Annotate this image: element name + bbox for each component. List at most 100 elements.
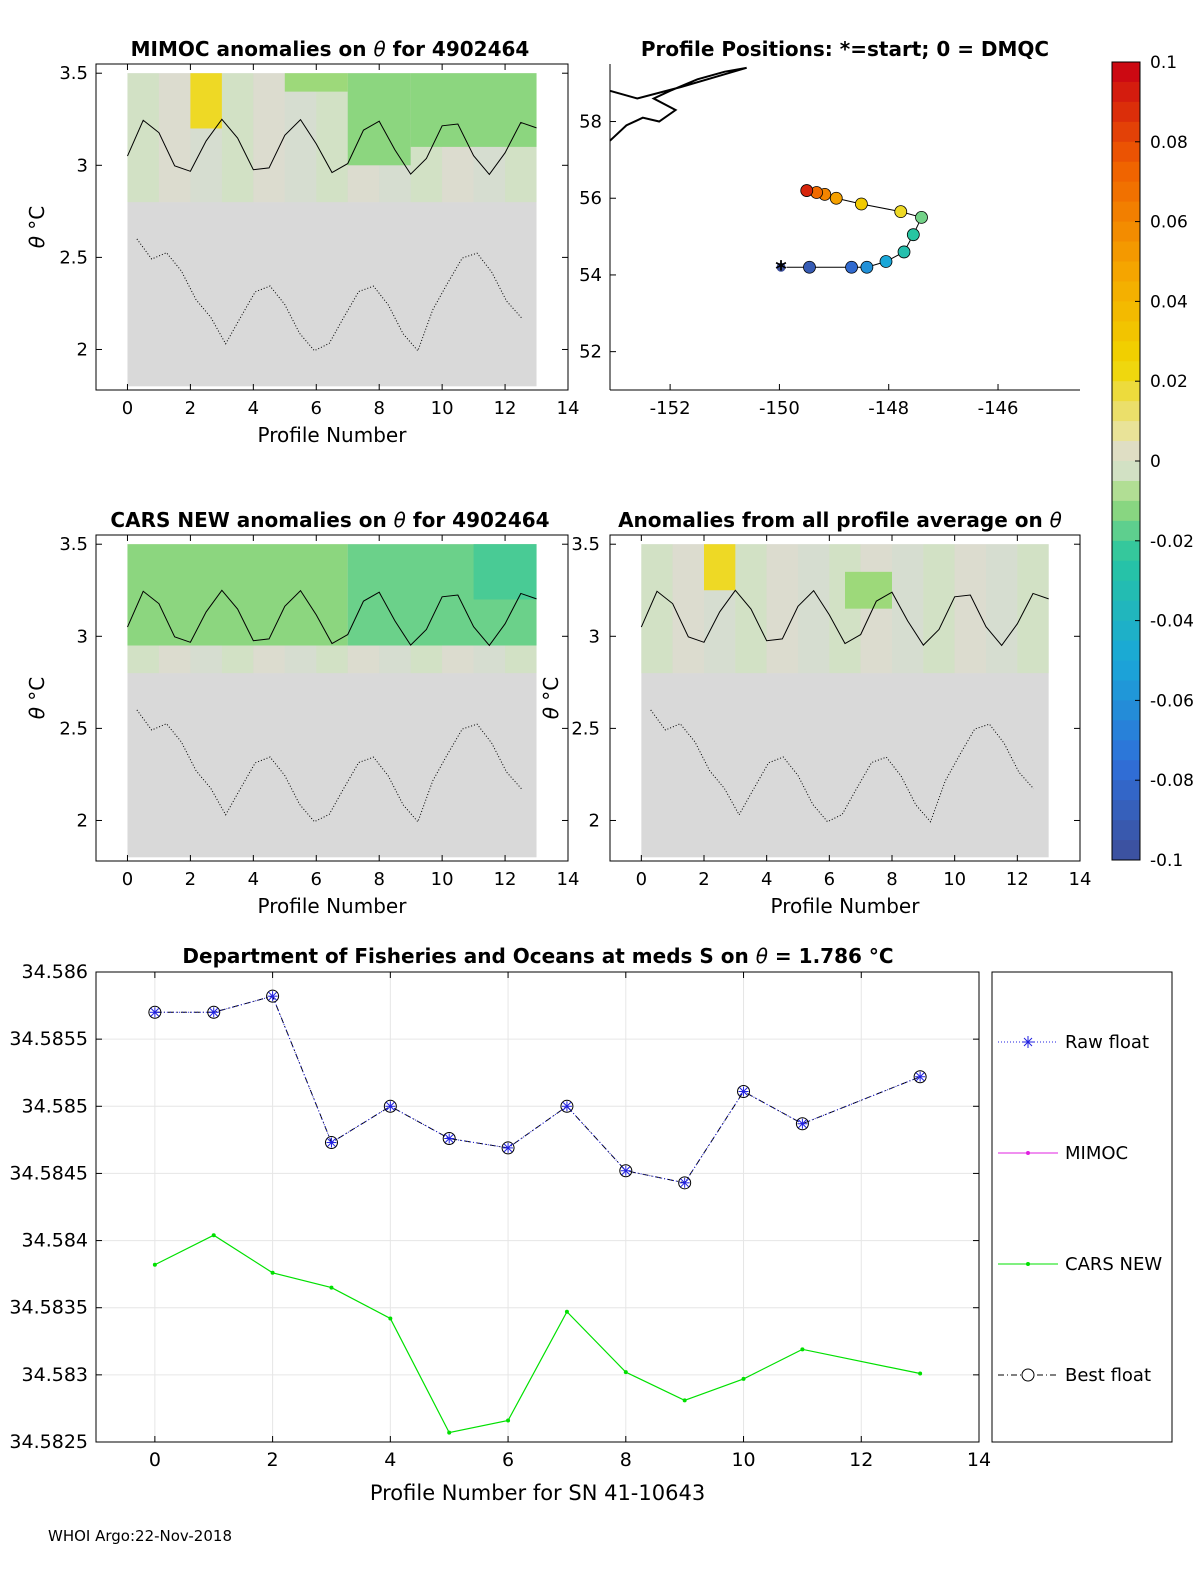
avg-column-shade — [923, 544, 955, 674]
cars-ytick-label: 2.5 — [59, 718, 88, 739]
cars-anomaly-cell — [127, 544, 348, 646]
series-raw-point — [503, 1142, 514, 1153]
avg-xtick-label: 0 — [636, 869, 647, 890]
series-best-line — [154, 995, 921, 1184]
mimoc-ytick-label: 2.5 — [59, 247, 88, 268]
cars-contour-solid — [127, 589, 537, 647]
series-raw-point — [444, 1133, 455, 1144]
mimoc-column-shade — [253, 73, 285, 203]
profile-position-point — [803, 260, 816, 274]
series-cars-point — [211, 1233, 216, 1238]
mimoc-contour-solid — [127, 118, 537, 176]
salinity-xtick-label: 8 — [620, 1449, 632, 1471]
colorbar-tick-label: 0.04 — [1150, 292, 1188, 312]
avg-column-shade — [641, 544, 673, 674]
cars-frame — [95, 534, 569, 862]
avg-anomaly-cell — [704, 544, 736, 591]
avg-xtick-label: 8 — [886, 869, 897, 890]
series-best-point — [795, 1117, 809, 1131]
mimoc-xtick-label: 10 — [431, 398, 454, 419]
start-marker: * — [775, 257, 787, 282]
series-best-point — [148, 1005, 162, 1019]
salinity-xtick-label: 2 — [267, 1449, 279, 1471]
salinity-ytick-label: 34.584 — [22, 1230, 88, 1252]
series-best-point — [619, 1164, 633, 1178]
series-cars-point — [506, 1418, 511, 1423]
cars-ytick-label: 3.5 — [59, 534, 88, 555]
legend-marker — [1026, 1151, 1030, 1155]
legend-label: Best float — [1065, 1365, 1151, 1386]
mimoc-xlabel: Profile Number — [258, 423, 408, 447]
legend-label: Raw float — [1065, 1032, 1149, 1053]
coastline — [609, 66, 747, 142]
cars-xtick-label: 14 — [557, 869, 580, 890]
colorbar-segment — [1112, 121, 1140, 143]
mimoc-xtick-label: 2 — [185, 398, 196, 419]
series-best-point — [913, 1070, 927, 1084]
salinity-xlabel: Profile Number for SN 41-10643 — [370, 1481, 705, 1505]
colorbar-segment — [1112, 760, 1140, 781]
cars-contour-dotted — [136, 709, 522, 823]
salinity-xtick-label: 4 — [384, 1449, 396, 1471]
avg-column-shade — [892, 544, 924, 674]
colorbar-segment — [1112, 101, 1140, 123]
cars-xtick-label: 6 — [311, 869, 322, 890]
legend-box — [991, 971, 1173, 1443]
salinity-ytick-label: 34.585 — [22, 1095, 88, 1117]
salinity-xtick-label: 14 — [967, 1449, 991, 1471]
colorbar-tick-label: 0 — [1150, 452, 1161, 472]
cars-title: CARS NEW anomalies on θ for 4902464 — [110, 508, 549, 532]
profile-position-point — [915, 211, 928, 224]
avg-xtick-label: 14 — [1069, 869, 1092, 890]
colorbar-segment — [1112, 820, 1140, 841]
series-cars-point — [918, 1371, 923, 1376]
salinity-xtick-label: 12 — [849, 1449, 873, 1471]
profile-position-point — [854, 197, 868, 211]
positions-area — [610, 64, 1080, 390]
avg-title: Anomalies from all profile average on θ — [618, 508, 1062, 532]
positions-ytick-label: 56 — [579, 188, 602, 209]
series-raw-point — [561, 1101, 572, 1112]
colorbar-tick-label: -0.08 — [1150, 771, 1194, 791]
mimoc-column-shade — [316, 73, 348, 203]
salinity-frame — [95, 971, 980, 1443]
series-best-point — [324, 1136, 338, 1150]
series-cars-point — [152, 1262, 157, 1267]
positions-xtick-label: -148 — [868, 398, 909, 419]
salinity-xtick-label: 6 — [502, 1449, 514, 1471]
profile-position-point — [897, 245, 911, 259]
colorbar-segment — [1112, 800, 1140, 821]
avg-column-shade — [986, 544, 1018, 674]
positions-xtick-label: -146 — [978, 398, 1019, 419]
series-cars-point — [800, 1347, 805, 1352]
colorbar-segment — [1112, 480, 1140, 502]
colorbar-segment — [1112, 700, 1140, 721]
legend-marker — [1026, 1262, 1030, 1266]
salinity-ytick-label: 34.583 — [22, 1364, 88, 1386]
colorbar-segment — [1112, 141, 1140, 163]
series-best-point — [266, 989, 280, 1003]
series-raw-point — [797, 1118, 808, 1129]
positions-xtick-label: -150 — [759, 398, 800, 419]
colorbar-tick-label: 0.1 — [1150, 53, 1177, 73]
colorbar-tick-label: -0.02 — [1150, 532, 1194, 552]
mimoc-ytick-label: 3 — [77, 155, 88, 176]
salinity-xtick-label: 0 — [149, 1449, 161, 1471]
mimoc-title: MIMOC anomalies on θ for 4902464 — [131, 37, 530, 61]
raw-point-stroke — [739, 1087, 748, 1096]
cars-anomaly-cell — [473, 544, 537, 600]
avg-ytick-label: 3 — [589, 626, 600, 647]
colorbar-segment — [1112, 281, 1140, 302]
profile-position-point — [800, 184, 814, 197]
series-best-point — [383, 1099, 397, 1113]
colorbar-segment — [1112, 321, 1140, 342]
mimoc-xtick-label: 8 — [373, 398, 384, 419]
raw-point-stroke — [915, 1072, 925, 1082]
colorbar-segment — [1112, 461, 1140, 482]
mimoc-anomaly-cell — [284, 73, 348, 92]
colorbar-tick-label: 0.06 — [1150, 213, 1188, 233]
series-raw-point — [149, 1007, 160, 1018]
avg-anomaly-cell — [845, 571, 892, 609]
positions-xtick-label: -152 — [650, 398, 691, 419]
